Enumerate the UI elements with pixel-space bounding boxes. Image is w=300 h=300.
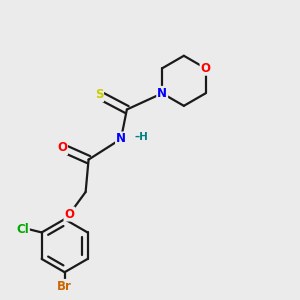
Text: O: O	[200, 62, 211, 75]
Text: N: N	[116, 133, 126, 146]
Text: –H: –H	[134, 133, 148, 142]
Text: Cl: Cl	[16, 223, 29, 236]
Text: O: O	[64, 208, 74, 220]
Text: Br: Br	[57, 280, 72, 293]
Text: S: S	[94, 88, 103, 101]
Text: O: O	[57, 141, 67, 154]
Text: N: N	[157, 87, 167, 100]
